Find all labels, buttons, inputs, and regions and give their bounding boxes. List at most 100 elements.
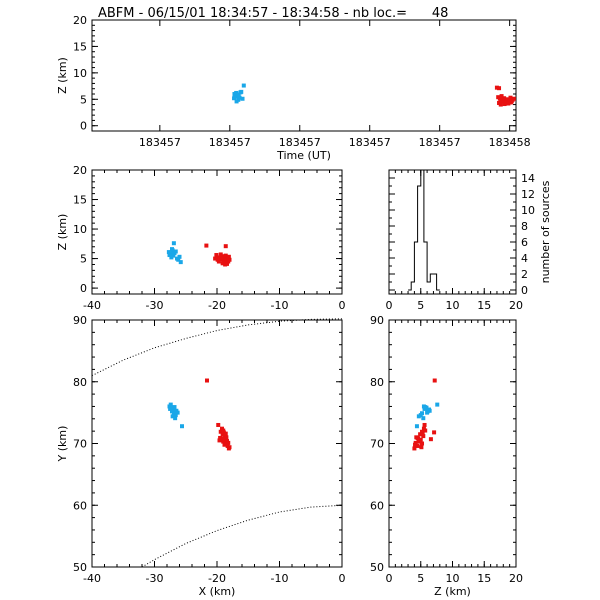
data-point-red [508, 100, 513, 105]
y-tick-label: 15 [73, 40, 87, 53]
y-axis-label: number of sources [539, 180, 552, 283]
data-point-blue [237, 95, 242, 100]
x-tick-label: -30 [146, 572, 164, 585]
x-tick-label: -10 [271, 572, 289, 585]
data-point-red [226, 446, 231, 451]
panel-x-height: -40 -30 -20 -10 0 0 5 10 15 20 Z (km) [56, 164, 346, 312]
data-point-blue [422, 406, 427, 411]
data-point-blue [175, 410, 180, 415]
data-point-red [223, 431, 228, 436]
y-tick-label: 60 [370, 499, 384, 512]
data-point-red [219, 255, 224, 260]
data-point-red [205, 378, 209, 383]
x-tick-label: -40 [83, 299, 101, 312]
data-point-red [226, 440, 231, 445]
y-tick-label: 5 [80, 253, 87, 266]
data-point-blue [167, 253, 172, 258]
y-tick-label: 60 [73, 499, 87, 512]
x-tick-label: 183457 [279, 136, 321, 149]
x-tick-label: 10 [446, 299, 460, 312]
data-point-red [223, 262, 228, 267]
data-point-red [501, 98, 506, 103]
data-point-red [216, 422, 221, 427]
panel-time-height: 183457 183457 183457 183457 183457 183458 0 5 10… [56, 14, 531, 162]
x-tick-label: 183457 [419, 136, 461, 149]
data-point-blue [234, 99, 239, 104]
data-point-red [223, 253, 228, 258]
plot-frame [388, 319, 517, 568]
y-tick-label: 90 [370, 314, 384, 327]
y-tick-label: 50 [370, 561, 384, 574]
data-point-red [417, 438, 422, 443]
y-tick-label: 20 [73, 164, 87, 177]
data-point-red [215, 257, 220, 262]
y-tick-label: 6 [521, 236, 528, 249]
data-point-blue [421, 416, 426, 421]
data-point-red [419, 445, 424, 450]
data-point-red [204, 243, 209, 248]
x-tick-label: 0 [339, 572, 346, 585]
y-tick-label: 0 [80, 282, 87, 295]
data-point-red [432, 430, 437, 435]
y-tick-label: 80 [370, 376, 384, 389]
x-tick-label: 15 [477, 299, 491, 312]
panel-height-y: 0 5 10 15 20 50 60 70 80 90 Z (km) [370, 314, 523, 598]
histogram-bin [427, 282, 430, 290]
data-point-blue [170, 414, 175, 419]
data-point-blue [427, 408, 432, 413]
x-tick-label: 0 [386, 299, 393, 312]
data-point-red [415, 443, 420, 448]
data-point-blue [173, 413, 178, 418]
data-point-blue [172, 405, 177, 410]
data-point-red [421, 434, 426, 439]
y-tick-label: 2 [521, 268, 528, 281]
data-point-blue [171, 241, 176, 246]
panel-plan-view: -40 -30 -20 -10 0 50 60 70 80 90 X (km) Y (km) [56, 314, 346, 598]
data-point-red [414, 435, 419, 440]
data-point-red [511, 96, 516, 101]
data-point-blue [170, 247, 174, 252]
chart-title: ABFM - 06/15/01 18:34:57 - 18:34:58 - nb… [98, 6, 448, 21]
x-tick-label: 0 [386, 572, 393, 585]
y-tick-label: 90 [73, 314, 87, 327]
data-point-red [432, 378, 437, 383]
data-point-blue [232, 94, 237, 99]
x-tick-label: 20 [509, 572, 523, 585]
data-point-red [220, 261, 225, 266]
y-tick-label: 70 [73, 438, 87, 451]
x-axis-label: Z (km) [434, 585, 471, 598]
data-point-red [222, 442, 227, 447]
y-tick-label: 14 [521, 172, 535, 185]
x-tick-label: 10 [446, 572, 460, 585]
data-point-red [218, 252, 223, 257]
y-tick-label: 0 [80, 120, 87, 133]
data-point-red [494, 85, 499, 90]
data-point-red [420, 441, 425, 446]
data-point-blue [173, 249, 178, 254]
data-point-blue [176, 257, 181, 262]
range-ring [91, 318, 343, 377]
data-point-red [502, 102, 507, 107]
data-point-red [413, 440, 418, 445]
x-tick-label: 20 [509, 299, 523, 312]
x-tick-label: -30 [146, 299, 164, 312]
data-point-blue [435, 402, 440, 407]
plot-frame [91, 319, 343, 568]
data-point-red [423, 428, 428, 433]
data-point-red [428, 437, 433, 442]
data-point-blue [240, 96, 245, 101]
data-point-red [506, 101, 511, 106]
data-point-red [217, 438, 222, 443]
histogram-outline [408, 169, 440, 291]
data-point-red [412, 446, 417, 451]
data-point-red [221, 437, 226, 442]
data-point-red [507, 98, 512, 103]
data-point-red [502, 96, 507, 101]
y-tick-label: 4 [521, 252, 528, 265]
x-tick-label: 5 [417, 572, 424, 585]
data-point-blue [177, 254, 182, 259]
data-point-blue [425, 410, 430, 415]
data-point-red [499, 94, 504, 99]
data-point-red [218, 435, 223, 440]
y-tick-label: 15 [73, 194, 87, 207]
